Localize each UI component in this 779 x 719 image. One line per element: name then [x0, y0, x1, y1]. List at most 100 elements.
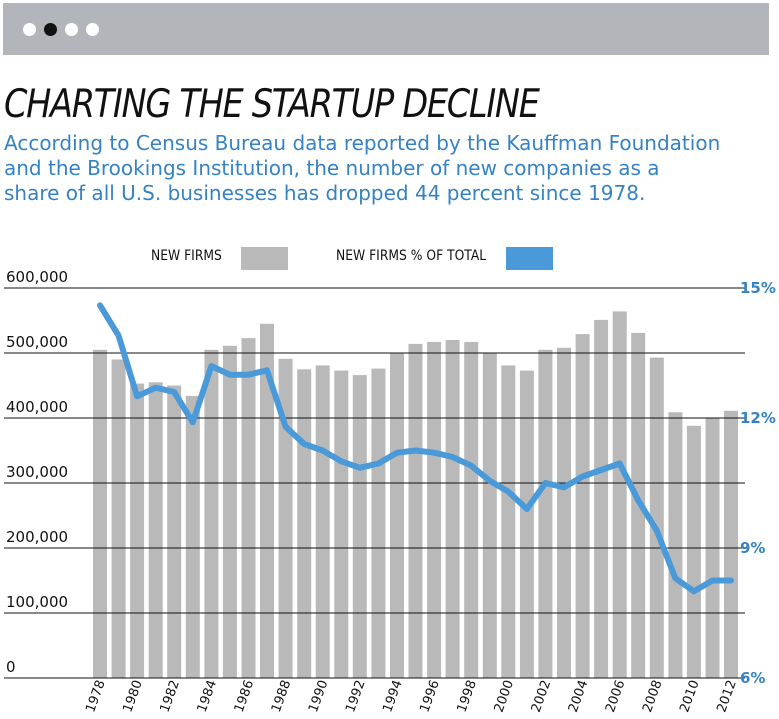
line-point-1990: [320, 448, 325, 453]
line-point-2000: [506, 489, 511, 494]
line-point-1986: [246, 372, 251, 377]
y-left-tick-label-500000: 500,000: [6, 333, 68, 351]
line-point-1999: [487, 478, 492, 483]
line-point-2005: [599, 468, 604, 472]
legend-swatch-new-firms: [241, 247, 288, 270]
line-point-2011: [710, 578, 715, 583]
line-point-1998: [469, 463, 474, 468]
y-right-tick-label-9: 9%: [740, 539, 765, 557]
bar-1990: [315, 365, 330, 678]
description-line-2: and the Brookings Institution, the numbe…: [4, 156, 660, 180]
bar-1978: [93, 349, 107, 679]
line-point-2002: [543, 481, 548, 485]
bar-1984: [204, 349, 219, 679]
line-point-2007: [636, 498, 641, 503]
bar-1985: [222, 345, 237, 678]
bar-1982: [167, 385, 182, 678]
legend-label-new-firms-pct: NEW FIRMS % OF TOTAL: [336, 248, 487, 264]
x-tick-label-1998: 1998: [455, 678, 480, 714]
pager-dot-3[interactable]: [65, 23, 78, 36]
line-point-1989: [302, 442, 307, 446]
bar-2002: [538, 349, 553, 679]
bar-2009: [668, 412, 683, 678]
x-tick-label-2002: 2002: [529, 678, 554, 714]
bar-1993: [371, 368, 386, 678]
page-title: CHARTING THE STARTUP DECLINE: [4, 82, 540, 127]
pager-dot-4[interactable]: [86, 23, 99, 36]
y-right-tick-label-12: 12%: [740, 409, 776, 427]
bar-2008: [649, 357, 664, 678]
line-point-2004: [580, 474, 585, 479]
bar-2004: [575, 334, 590, 678]
bar-1991: [334, 370, 349, 678]
x-tick-label-2010: 2010: [677, 678, 702, 714]
x-tick-label-1984: 1984: [195, 678, 220, 714]
top-bar: [3, 3, 769, 55]
x-tick-label-1982: 1982: [158, 678, 183, 714]
line-point-1981: [153, 385, 158, 390]
x-tick-label-1980: 1980: [120, 678, 145, 714]
line-point-1988: [283, 424, 288, 429]
bar-2000: [501, 365, 516, 678]
line-point-1985: [227, 372, 232, 377]
y-right-tick-label-6: 6%: [740, 669, 765, 687]
legend-swatch-new-firms-pct: [506, 247, 553, 270]
line-point-2009: [673, 576, 678, 581]
y-left-tick-label-300000: 300,000: [6, 463, 68, 481]
description-line-1: According to Census Bureau data reported…: [4, 131, 721, 155]
line-point-1980: [135, 394, 140, 399]
line-point-1994: [395, 450, 399, 455]
x-tick-label-1986: 1986: [232, 678, 257, 714]
x-tick-label-1978: 1978: [83, 678, 108, 714]
bar-1996: [427, 341, 442, 678]
bar-1998: [464, 341, 479, 678]
line-point-1979: [116, 333, 121, 338]
x-tick-label-1994: 1994: [380, 678, 405, 714]
line-point-1997: [450, 455, 455, 459]
bar-1995: [408, 343, 423, 678]
legend-label-new-firms: NEW FIRMS: [151, 248, 222, 264]
bar-1994: [390, 353, 404, 678]
x-tick-label-1990: 1990: [306, 678, 331, 714]
line-point-1996: [432, 450, 437, 455]
bar-1987: [260, 323, 274, 679]
line-point-1982: [172, 390, 177, 394]
bar-1989: [297, 369, 312, 679]
bar-1997: [445, 340, 460, 678]
line-point-1987: [265, 368, 269, 373]
line-point-1983: [190, 420, 195, 425]
chart-description: According to Census Bureau data reported…: [4, 131, 764, 206]
line-point-2008: [654, 528, 659, 533]
line-point-2001: [524, 507, 529, 511]
x-tick-label-2000: 2000: [492, 678, 517, 714]
bar-2001: [519, 370, 534, 678]
line-point-1995: [413, 448, 418, 453]
line-point-2010: [691, 589, 696, 594]
pager-dot-2[interactable]: [44, 23, 57, 36]
line-point-2012: [729, 578, 733, 583]
x-tick-label-2008: 2008: [640, 678, 665, 714]
bar-2003: [557, 347, 571, 678]
bar-1992: [352, 375, 367, 678]
y-left-tick-label-100000: 100,000: [6, 593, 68, 611]
line-point-1991: [339, 459, 344, 464]
y-left-tick-label-400000: 400,000: [6, 398, 68, 416]
bar-1980: [130, 383, 145, 678]
x-tick-label-1992: 1992: [343, 678, 368, 714]
line-point-1978: [98, 303, 102, 308]
y-right-tick-label-15: 15%: [740, 279, 776, 297]
pager-dot-1[interactable]: [23, 23, 36, 36]
line-point-1992: [357, 465, 362, 470]
x-tick-label-2004: 2004: [566, 678, 591, 714]
x-tick-label-2012: 2012: [714, 678, 739, 714]
y-left-tick-label-0: 0: [6, 658, 16, 676]
description-line-3: share of all U.S. businesses has dropped…: [4, 181, 646, 205]
x-tick-label-2006: 2006: [603, 678, 628, 714]
bar-1981: [148, 382, 163, 679]
bar-1988: [278, 358, 293, 678]
y-left-tick-label-200000: 200,000: [6, 528, 68, 546]
bar-2005: [594, 319, 609, 678]
combo-chart: 0 100,000 200,000 300,000 400,000 500,000 600,…: [4, 270, 776, 714]
y-left-tick-label-600000: 600,000: [6, 270, 68, 286]
bar-1983: [185, 395, 200, 678]
